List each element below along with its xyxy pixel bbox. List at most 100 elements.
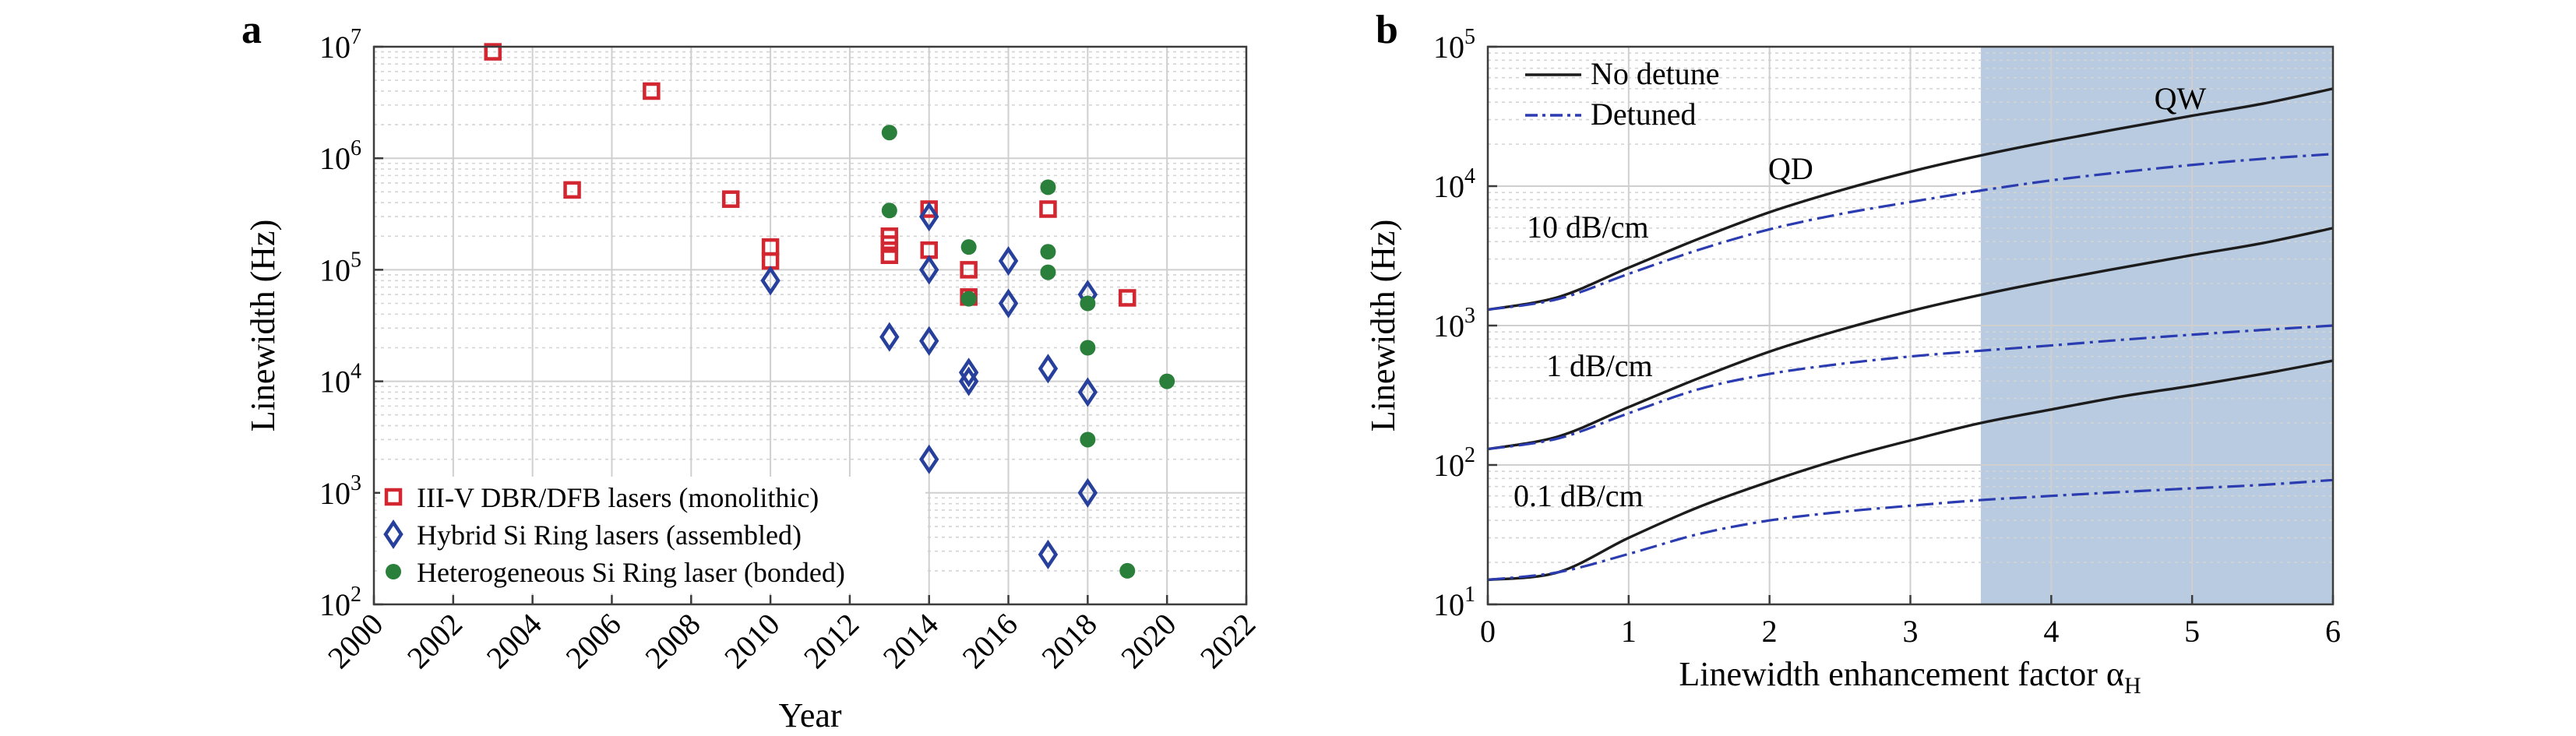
point-circle — [1080, 295, 1096, 312]
label-0-1-db-cm: 0.1 dB/cm — [1514, 478, 1644, 513]
point-diamond — [1038, 539, 1059, 570]
point-circle — [1040, 264, 1056, 280]
point-square — [1119, 289, 1136, 307]
legend-entry-hybrid-si-ring-lasers-assembled: Hybrid Si Ring lasers (assembled) — [417, 519, 802, 551]
point-circle — [1040, 244, 1056, 260]
point-diamond — [1077, 377, 1098, 407]
y-tick-label: 102 — [319, 583, 361, 622]
x-tick-label: 2012 — [797, 607, 865, 675]
curve-0-1-db-cm-detuned — [1487, 478, 2334, 582]
point-circle — [1119, 562, 1136, 579]
legend-marker-square — [384, 488, 403, 506]
point-diamond — [879, 322, 900, 352]
legend-entry-no-detune: No detune — [1591, 56, 1720, 91]
x-tick-label: 2018 — [1034, 607, 1103, 675]
point-circle — [881, 202, 897, 219]
y-tick-label: 106 — [319, 136, 361, 176]
x-tick-label: 2010 — [717, 607, 786, 675]
y-tick-base: 10 — [319, 252, 351, 287]
x-tick-label: 2020 — [1114, 607, 1182, 675]
panel-b-x-axis-label: Linewidth enhancement factor αH — [1679, 655, 2141, 699]
point-square — [960, 261, 978, 279]
y-tick-base: 10 — [319, 141, 351, 176]
y-tick-base: 10 — [1433, 169, 1464, 204]
y-tick-exponent: 6 — [351, 136, 361, 160]
y-tick-label: 104 — [1433, 164, 1475, 204]
label-10-db-cm: 10 dB/cm — [1527, 210, 1649, 245]
legend-entry-heterogeneous-si-ring-laser-bonded: Heterogeneous Si Ring laser (bonded) — [417, 557, 845, 588]
y-tick-label: 107 — [319, 25, 361, 65]
point-circle — [1040, 179, 1056, 195]
point-square — [721, 190, 740, 208]
y-tick-exponent: 5 — [351, 248, 361, 272]
point-circle — [1159, 373, 1175, 389]
point-circle — [1080, 431, 1096, 448]
x-tick-label: 2004 — [480, 607, 548, 675]
legend-entry-detuned: Detuned — [1591, 97, 1697, 132]
y-tick-base: 10 — [319, 364, 351, 400]
point-square — [1039, 200, 1057, 218]
y-tick-label: 102 — [1433, 443, 1475, 483]
x-tick-label: 5 — [2184, 614, 2200, 649]
curve-1-db-cm-no-detune — [1487, 227, 2334, 451]
x-tick-label: 0 — [1480, 614, 1496, 649]
point-square — [563, 181, 581, 199]
point-circle — [1080, 340, 1096, 356]
point-circle — [960, 291, 977, 307]
panel-b-legend: No detune Detuned — [1525, 56, 1720, 132]
y-tick-label: 101 — [1433, 583, 1475, 622]
panel-a-marks — [484, 43, 1175, 579]
point-diamond — [958, 357, 979, 388]
y-tick-label: 104 — [319, 360, 361, 400]
curve-0-1-db-cm-no-detune — [1487, 359, 2334, 582]
y-tick-label: 103 — [319, 471, 361, 511]
qd-label: QD — [1768, 151, 1813, 186]
point-diamond — [1038, 354, 1059, 384]
y-tick-base: 10 — [1433, 308, 1464, 343]
x-tick-label: 2002 — [400, 607, 469, 675]
label-1-db-cm: 1 dB/cm — [1546, 348, 1653, 383]
x-tick-label: 2022 — [1193, 607, 1262, 675]
x-tick-label: 2 — [1762, 614, 1778, 649]
y-tick-label: 105 — [319, 248, 361, 287]
point-diamond — [998, 246, 1019, 276]
y-tick-base: 10 — [1433, 448, 1464, 483]
x-tick-label: 3 — [1903, 614, 1919, 649]
y-tick-exponent: 3 — [351, 471, 361, 495]
x-tick-label: 2014 — [876, 607, 945, 675]
x-tick-label: 2006 — [559, 607, 627, 675]
y-tick-exponent: 7 — [351, 25, 361, 49]
y-tick-exponent: 4 — [351, 360, 361, 384]
x-tick-label: 6 — [2325, 614, 2341, 649]
point-diamond — [919, 202, 939, 232]
y-tick-base: 10 — [1433, 30, 1464, 65]
curve-1-db-cm-detuned — [1487, 324, 2334, 451]
qw-region-label: QW — [2155, 81, 2207, 116]
y-tick-base: 10 — [319, 587, 351, 622]
y-tick-exponent: 2 — [351, 583, 361, 607]
y-tick-label: 105 — [1433, 25, 1475, 65]
legend-marker-diamond — [383, 519, 403, 550]
y-tick-exponent: 2 — [1464, 443, 1475, 467]
y-tick-base: 10 — [1433, 587, 1464, 622]
panel-b-marks — [1487, 87, 2334, 582]
x-tick-label: 2016 — [956, 607, 1024, 675]
panel-b-label: b — [1376, 8, 1398, 52]
point-square — [880, 235, 899, 253]
legend-background — [380, 477, 925, 593]
panel-a-frame — [372, 45, 1248, 606]
panel-b-x-axis-label-sub: H — [2124, 673, 2141, 699]
point-diamond — [998, 288, 1019, 319]
point-square — [880, 246, 899, 264]
y-tick-exponent: 4 — [1464, 164, 1475, 188]
point-circle — [960, 239, 977, 255]
x-tick-label: 2008 — [638, 607, 707, 675]
panel-b-frame — [1486, 45, 2335, 606]
point-diamond — [919, 326, 939, 356]
point-square — [643, 82, 661, 100]
y-tick-exponent: 3 — [1464, 304, 1475, 328]
